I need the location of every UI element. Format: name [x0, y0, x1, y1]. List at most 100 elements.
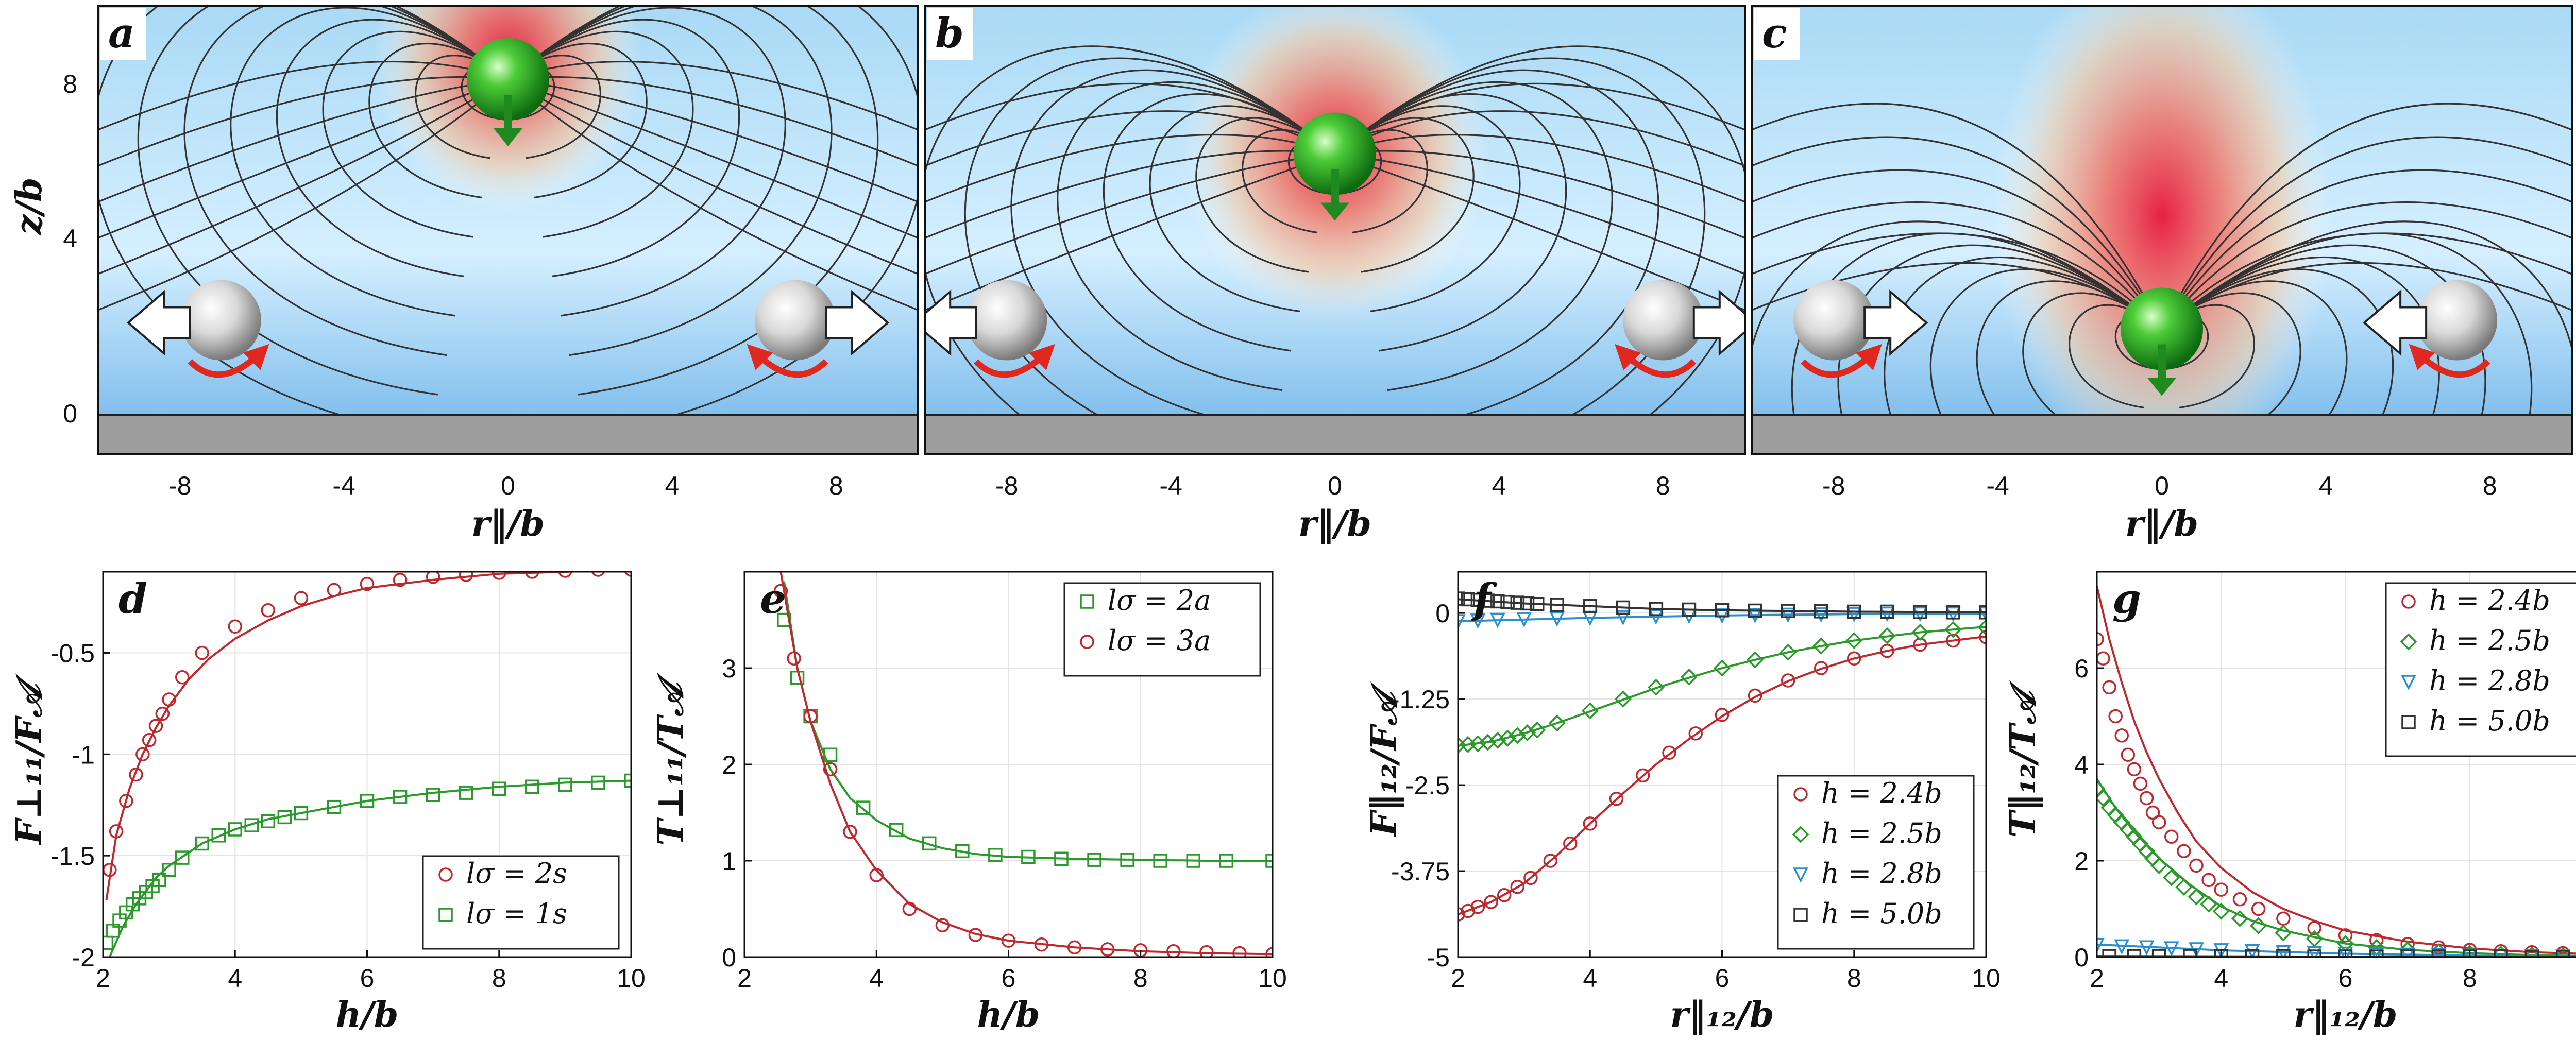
series-1-point	[2163, 869, 2180, 886]
xtick-label: 2	[2090, 964, 2104, 993]
panel-a-frame	[97, 5, 919, 455]
legend: lσ = 2a lσ = 3a	[1063, 582, 1261, 677]
chart-e: 2 4 6 8 10 0 1 2 3 h/b T⊥₁₁/T𝒜 e lσ = 2a lσ = 3a	[650, 571, 1287, 1035]
series-1-point	[2231, 910, 2248, 927]
ytick-label: 0	[722, 943, 736, 972]
series-3-point	[2276, 949, 2291, 957]
series-0-point	[148, 719, 163, 733]
streamline	[2161, 220, 2572, 454]
series-1-point	[360, 794, 375, 808]
red-rotation-arrow-0	[1800, 344, 1882, 378]
series-1-point	[968, 928, 983, 942]
series-1-point	[1509, 727, 1526, 744]
streamline	[2161, 103, 2572, 330]
panel-a-label: a	[108, 9, 135, 57]
series-2-point	[1615, 610, 1631, 626]
series-3-point	[1470, 593, 1485, 607]
white-force-arrow-1	[2363, 289, 2428, 356]
series-2-point	[2307, 946, 2323, 957]
top-ytick-8: 8	[63, 70, 77, 98]
series-0-point	[393, 572, 408, 587]
series-0-point	[2121, 747, 2136, 762]
xtick-label: 10	[1972, 964, 2001, 993]
ytick-label: 0	[2074, 943, 2089, 972]
series-1-point	[1780, 643, 1797, 661]
series-1-point	[244, 818, 259, 832]
series-0-point	[988, 848, 1003, 862]
streamline	[98, 78, 509, 275]
grey-particle-1	[1622, 280, 1703, 361]
series-1-point	[591, 775, 605, 790]
xtick-label: 8	[1656, 471, 1670, 500]
xtick-label: 8	[1133, 964, 1148, 993]
streamline	[1752, 201, 2163, 330]
streamline	[1334, 69, 1659, 431]
streamline	[1334, 133, 1745, 203]
xtick-label: 2	[737, 964, 752, 993]
xtick-label: -8	[168, 471, 191, 500]
series-0-point	[1609, 792, 1624, 806]
series-1-point	[2212, 902, 2230, 920]
series-1-point	[1680, 668, 1698, 686]
streamline	[1334, 150, 1745, 239]
series-1-point	[1034, 937, 1049, 952]
series-3-point	[1616, 600, 1631, 615]
series-2-fit-line	[1458, 612, 1986, 623]
series-1-fit-line	[779, 572, 1273, 956]
ytick-label: -0.5	[50, 639, 95, 668]
streamline	[98, 60, 509, 131]
chart-d-xlabel: h/b	[336, 994, 399, 1035]
series-0-point	[2102, 680, 2116, 695]
series-1-point	[1548, 714, 1566, 732]
xtick-label: 4	[228, 964, 242, 993]
xtick-label: 4	[665, 471, 679, 500]
xtick-label: -4	[332, 471, 355, 500]
series-0-point	[155, 706, 170, 721]
series-1-point	[261, 814, 276, 828]
streamline	[507, 30, 694, 238]
series-0-point	[1543, 854, 1558, 868]
panel-b-xlabel: r‖/b	[1298, 503, 1371, 544]
series-2-point	[2276, 945, 2291, 957]
xtick-label: 4	[869, 964, 884, 993]
series-1-point	[1499, 729, 1516, 747]
flow-field-panels: a -8 -4 0 4 8 r‖/b b -8 -4 0 4 8 r‖/b c -8 -4 0 4 8 r‖/b	[97, 5, 2573, 544]
legend-entry-3: h = 5.0b	[1821, 897, 1942, 930]
series-0-point	[175, 670, 190, 685]
series-0-point	[426, 572, 440, 584]
streamline	[507, 7, 786, 317]
series-0-point	[856, 800, 871, 815]
series-1-point	[1001, 933, 1016, 948]
xtick-label: 8	[492, 964, 506, 993]
series-1-point	[2250, 917, 2267, 934]
legend-box	[422, 855, 620, 950]
series-0-point	[2127, 762, 2142, 777]
series-0-point	[2214, 882, 2228, 897]
xtick-label: 8	[829, 471, 843, 500]
series-0-point	[2189, 858, 2204, 873]
streamline	[2161, 232, 2533, 454]
series-1-point	[624, 773, 631, 788]
series-1-point	[787, 651, 801, 666]
series-0-point	[955, 844, 970, 859]
series-1-point	[1067, 940, 1082, 955]
series-2-point	[1648, 609, 1664, 625]
series-1-point	[393, 790, 408, 804]
streamline	[230, 7, 509, 317]
series-3-point	[1520, 596, 1535, 611]
legend-entry-2: h = 2.8b	[1821, 857, 1942, 890]
ytick-label: -1	[72, 740, 95, 769]
series-0-point	[1715, 708, 1730, 722]
series-3-point	[1682, 602, 1697, 617]
xtick-label: 8	[1847, 964, 1861, 993]
series-2-point	[1912, 606, 1928, 622]
streamline	[1929, 268, 2163, 454]
series-0-point	[459, 572, 473, 582]
legend-marker-1	[2400, 633, 2417, 651]
series-0-point	[2307, 921, 2321, 935]
streamline	[507, 78, 918, 239]
series-0-point	[2097, 632, 2104, 646]
ytick-label: 3	[722, 654, 736, 683]
series-1-point	[2188, 888, 2205, 906]
